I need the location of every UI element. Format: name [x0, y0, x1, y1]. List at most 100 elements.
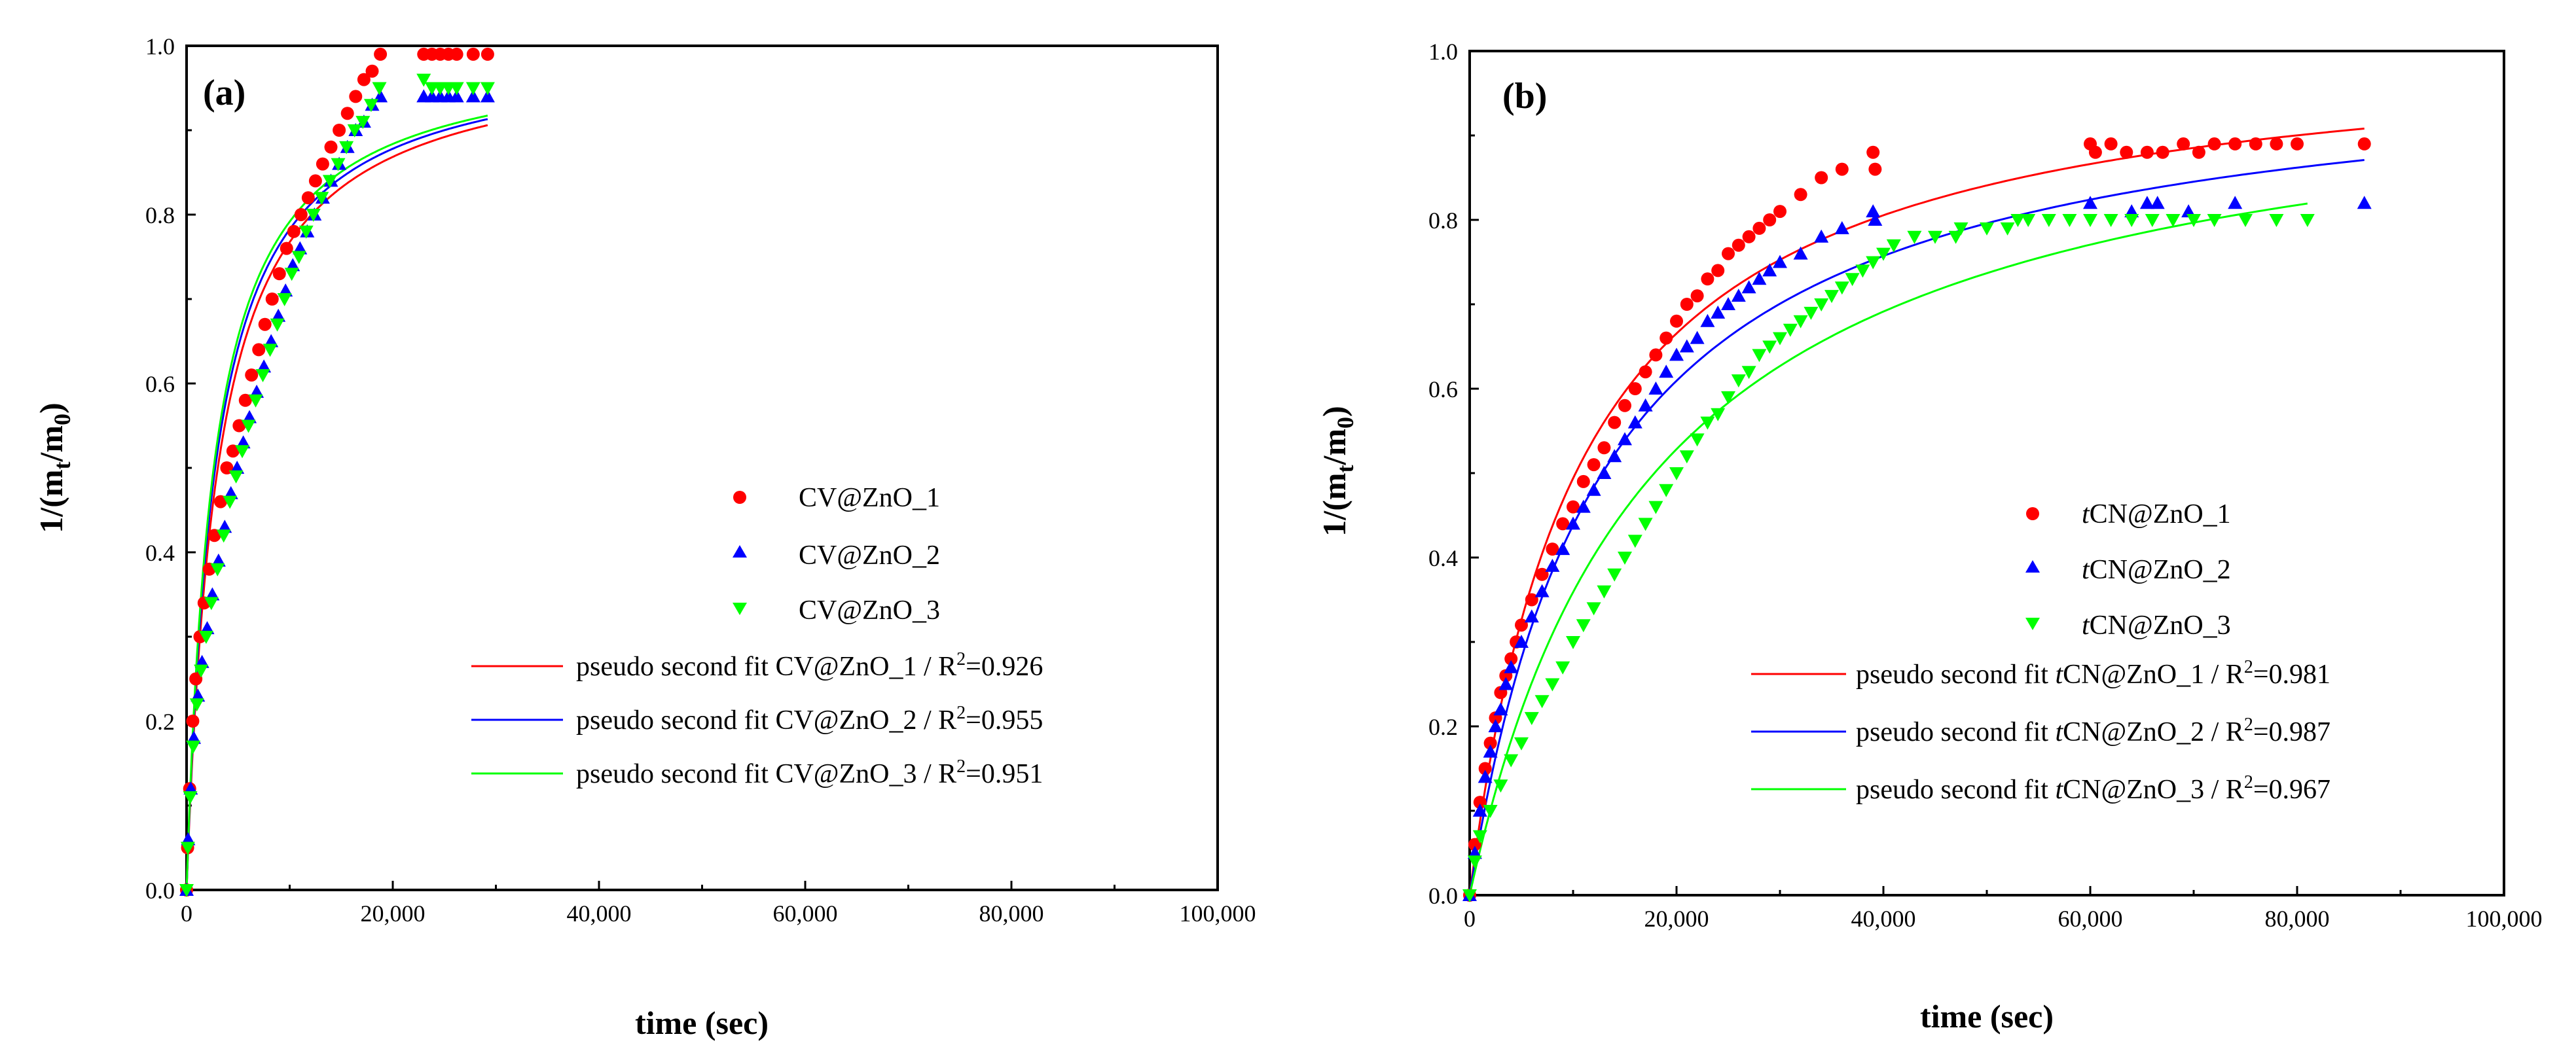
legend-label-fit-1: pseudo second fit CV@ZnO_1 / R2=0.926 [576, 649, 1043, 682]
data-point-series-3 [1866, 256, 1881, 270]
data-point-series-3 [2238, 214, 2253, 227]
data-point-series-3 [2062, 214, 2077, 227]
data-point-series-1 [1597, 441, 1611, 455]
data-point-series-3 [1638, 518, 1653, 531]
data-point-series-2 [1638, 398, 1653, 412]
data-point-series-1 [1587, 458, 1601, 472]
data-point-series-2 [2139, 196, 2154, 209]
data-point-series-2 [1868, 213, 1883, 226]
legend-label-fit-1: pseudo second fit tCN@ZnO_1 / R2=0.981 [1856, 657, 2331, 690]
data-point-series-1 [1504, 652, 1518, 665]
data-point-series-1 [265, 293, 279, 306]
data-point-series-2 [1478, 770, 1493, 783]
data-point-series-3 [263, 344, 278, 357]
data-point-series-1 [189, 672, 203, 686]
data-point-series-3 [198, 631, 213, 644]
x-tick-label: 40,000 [1851, 906, 1916, 932]
x-tick-label: 40,000 [567, 900, 632, 927]
data-point-series-3 [223, 495, 238, 509]
data-point-series-2 [1866, 204, 1881, 218]
data-point-series-2 [1659, 364, 1674, 378]
data-point-series-1 [1535, 567, 1549, 581]
data-point-series-3 [1514, 737, 1529, 751]
data-point-series-2 [1711, 305, 1726, 319]
fit-line-2 [1468, 159, 2365, 896]
data-point-series-3 [1731, 374, 1746, 388]
data-point-series-3 [1462, 889, 1477, 902]
data-point-series-1 [226, 444, 240, 458]
data-point-series-3 [1618, 552, 1632, 565]
data-point-series-2 [480, 89, 495, 103]
data-point-series-3 [2010, 214, 2025, 227]
data-point-series-2 [2083, 196, 2097, 209]
data-point-series-1 [2177, 137, 2190, 151]
data-point-series-3 [2000, 222, 2015, 236]
data-point-series-3 [2269, 214, 2284, 227]
data-point-series-2 [1514, 635, 1529, 648]
fit-line-3 [185, 115, 488, 891]
data-point-series-1 [1742, 230, 1756, 243]
legend-marker-tcn-zno-1 [2026, 507, 2039, 520]
data-point-series-3 [1534, 695, 1550, 709]
data-point-series-3 [449, 82, 464, 96]
data-point-series-3 [416, 73, 431, 87]
data-point-series-2 [1607, 449, 1622, 463]
data-point-series-3 [1648, 501, 1663, 514]
data-point-series-3 [1627, 535, 1642, 548]
data-point-series-1 [1690, 289, 1704, 303]
data-point-series-1 [1483, 736, 1497, 750]
data-point-series-1 [213, 495, 227, 508]
data-point-series-3 [1783, 323, 1798, 337]
legend-label-tcn-zno-3: tCN@ZnO_3 [2082, 611, 2231, 641]
data-point-series-1 [1794, 188, 1807, 202]
data-point-series-1 [349, 90, 363, 103]
legend-label-fit-3: pseudo second fit tCN@ZnO_3 / R2=0.967 [1856, 772, 2331, 805]
data-point-series-1 [280, 241, 293, 255]
data-point-series-2 [1648, 382, 1663, 395]
legend-label-cv-zno-2: CV@ZnO_2 [799, 541, 940, 571]
data-point-series-3 [277, 293, 292, 306]
data-point-series-3 [248, 394, 263, 408]
data-point-series-3 [1741, 366, 1756, 380]
data-point-series-1 [308, 174, 322, 188]
data-point-series-1 [1660, 331, 1673, 345]
data-point-series-3 [235, 445, 250, 459]
data-point-series-3 [331, 158, 346, 171]
data-point-series-1 [1722, 247, 1735, 260]
data-point-series-3 [1597, 585, 1612, 599]
data-point-series-3 [1467, 855, 1482, 869]
data-point-series-3 [284, 268, 299, 281]
data-point-series-2 [1741, 280, 1756, 294]
x-tick-label: 0 [1464, 906, 1476, 932]
data-point-series-1 [481, 47, 494, 61]
panel-label: (b) [1502, 76, 1547, 116]
data-point-series-3 [1814, 298, 1829, 311]
data-point-series-1 [301, 191, 315, 205]
data-point-series-1 [340, 107, 354, 120]
data-point-series-1 [1773, 205, 1787, 219]
data-point-series-3 [339, 141, 354, 154]
y-axis-label: 1/(mt/m0) [1316, 406, 1358, 536]
x-tick-label: 100,000 [1180, 900, 1256, 927]
data-point-series-1 [1478, 762, 1492, 775]
data-point-series-2 [1483, 744, 1498, 758]
data-point-series-2 [1773, 255, 1787, 268]
data-point-series-3 [2207, 214, 2222, 227]
data-point-series-3 [2145, 214, 2160, 227]
data-point-series-1 [272, 267, 286, 281]
data-point-series-1 [2104, 137, 2118, 151]
data-point-series-2 [1690, 330, 1705, 344]
data-point-series-3 [1576, 619, 1591, 633]
y-tick-label: 1.0 [1428, 39, 1458, 65]
data-point-series-3 [1948, 230, 1963, 244]
data-point-series-1 [245, 368, 259, 382]
data-point-series-2 [1597, 466, 1612, 479]
data-point-series-3 [1586, 602, 1601, 616]
data-point-series-1 [1525, 593, 1538, 607]
data-point-series-3 [363, 99, 378, 113]
data-point-series-3 [1690, 433, 1705, 447]
y-tick-label: 0.8 [1428, 207, 1458, 234]
data-point-series-1 [2156, 145, 2169, 159]
data-point-series-3 [1659, 484, 1674, 497]
